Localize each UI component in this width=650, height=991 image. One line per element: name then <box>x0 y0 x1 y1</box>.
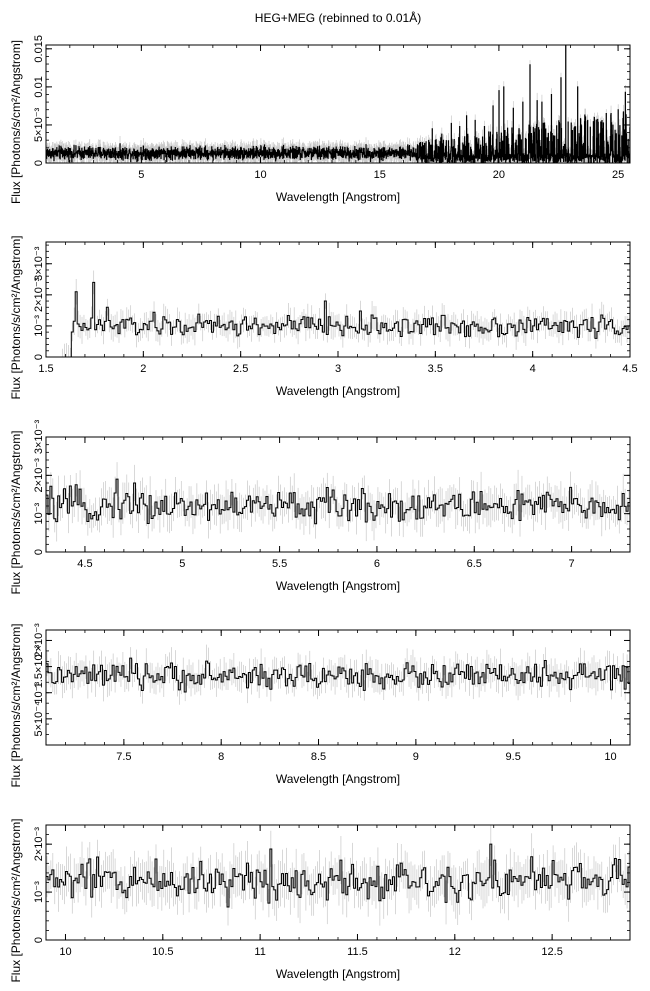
x-axis-label: Wavelength [Angstrom] <box>276 190 400 204</box>
chart-panel-1: 5 10 15 20 25 0 5×10⁻³ 0.01 0.015 Wavelength [Ang… <box>9 35 631 204</box>
y-tick-label: 0.01 <box>33 76 45 97</box>
chart-panel-4: 7.5 8 8.5 9 9.5 10 5×10⁻⁴10⁻³1.5×10⁻³2×10⁻³ Wav… <box>9 623 631 788</box>
x-tick-label: 25 <box>612 169 624 181</box>
plot-frame <box>45 44 631 164</box>
x-tick-label: 2.5 <box>233 363 248 375</box>
x-axis-label: Wavelength [Angstrom] <box>276 384 400 398</box>
y-axis-label: Flux [Photons/s/cm²/Angstrom] <box>9 430 23 594</box>
x-tick-label: 5.5 <box>272 558 287 570</box>
spectrum-line <box>46 45 630 163</box>
x-tick-label: 4.5 <box>622 363 637 375</box>
y-tick-label: 2×10⁻³ <box>33 623 45 658</box>
error-bars <box>62 270 630 357</box>
x-tick-label: 8.5 <box>311 751 326 763</box>
y-tick-label: 1.5×10⁻³ <box>33 645 45 689</box>
x-tick-label: 6 <box>374 558 380 570</box>
y-tick-label: 10⁻³ <box>33 502 45 524</box>
error-bars <box>46 462 630 542</box>
x-tick-label: 11.5 <box>347 946 368 958</box>
y-tick-label: 5×10⁻³ <box>33 107 45 142</box>
spectrum-line <box>46 281 630 357</box>
x-tick-label: 4.5 <box>77 558 92 570</box>
spectrum-line <box>46 843 630 908</box>
y-tick-label: 5×10⁻⁴ <box>33 701 45 737</box>
y-tick-label: 10⁻³ <box>33 315 45 337</box>
x-tick-label: 12 <box>449 946 461 958</box>
y-tick-label: 0 <box>33 937 45 943</box>
x-tick-label: 3 <box>335 363 341 375</box>
plot-frame <box>45 241 631 358</box>
x-tick-label: 10 <box>254 169 266 181</box>
y-tick-label: 2×10⁻³ <box>33 277 45 312</box>
spectrum-line <box>46 478 630 525</box>
x-tick-label: 5 <box>179 558 185 570</box>
y-axis-label: Flux [Photons/s/cm²/Angstrom] <box>9 235 23 399</box>
x-axis-label: Wavelength [Angstrom] <box>276 772 400 786</box>
x-tick-label: 6.5 <box>467 558 482 570</box>
y-tick-label: 10⁻³ <box>33 881 45 903</box>
y-tick-label: 0 <box>33 549 45 555</box>
x-tick-label: 12.5 <box>541 946 562 958</box>
chart-panel-5: 10 10.5 11 11.5 12 12.5 0 10⁻³ 2×10⁻³ Wavelength … <box>9 818 631 983</box>
chart-panel-2: 1.5 2 2.5 3 3.5 4 4.5 0 10⁻³ 2×10⁻³3×10⁻³ Waveleng… <box>9 235 638 399</box>
x-tick-label: 10 <box>59 946 71 958</box>
x-tick-label: 15 <box>374 169 386 181</box>
x-tick-label: 8 <box>218 751 224 763</box>
spectrum-line <box>46 657 630 693</box>
x-tick-label: 11 <box>254 946 265 958</box>
x-tick-label: 10.5 <box>152 946 173 958</box>
x-tick-label: 20 <box>493 169 505 181</box>
x-axis-label: Wavelength [Angstrom] <box>276 579 400 593</box>
y-tick-label: 0 <box>33 354 45 360</box>
x-tick-label: 9 <box>413 751 419 763</box>
y-tick-label: 0.015 <box>33 35 45 63</box>
x-tick-label: 9.5 <box>506 751 521 763</box>
x-tick-label: 5 <box>138 169 144 181</box>
x-tick-label: 10 <box>604 751 616 763</box>
y-tick-label: 0 <box>33 160 45 166</box>
chart-panel-3: 4.5 5 5.5 6 6.5 7 0 10⁻³ 2×10⁻³ 3×10⁻³ Wavelength … <box>9 420 631 595</box>
y-axis-label: Flux [Photons/s/cm²/Angstrom] <box>9 623 23 787</box>
x-tick-label: 2 <box>140 363 146 375</box>
y-tick-label: 2×10⁻³ <box>33 827 45 862</box>
y-tick-label: 10⁻³ <box>33 682 45 704</box>
x-tick-label: 1.5 <box>38 363 53 375</box>
y-axis-label: Flux [Photons/s/cm²/Angstrom] <box>9 818 23 982</box>
x-tick-label: 7.5 <box>116 751 131 763</box>
y-tick-label: 3×10⁻³ <box>33 420 45 455</box>
figure-title: HEG+MEG (rebinned to 0.01Å) <box>255 10 421 25</box>
x-tick-label: 7 <box>569 558 575 570</box>
x-tick-label: 4 <box>530 363 536 375</box>
plot-frame <box>45 629 631 746</box>
y-tick-label: 3×10⁻³ <box>33 246 45 281</box>
x-axis-label: Wavelength [Angstrom] <box>276 967 400 981</box>
x-tick-label: 3.5 <box>428 363 443 375</box>
y-tick-label: 2×10⁻³ <box>33 458 45 493</box>
y-axis-label: Flux [Photons/s/cm²/Angstrom] <box>9 40 23 204</box>
